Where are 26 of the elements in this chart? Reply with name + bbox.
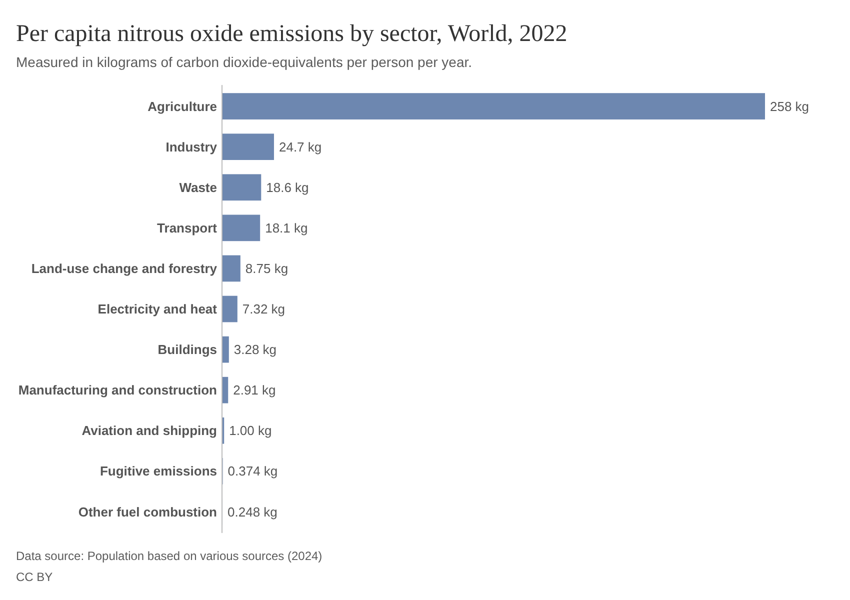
data-label: 8.75 kg [245, 261, 288, 276]
data-label: 18.1 kg [265, 220, 308, 236]
data-label: 0.248 kg [228, 504, 278, 520]
data-label: 2.91 kg [233, 382, 276, 398]
data-label: 18.6 kg [266, 180, 309, 195]
chart-subtitle: Measured in kilograms of carbon dioxide-equivalents per person per year. [16, 54, 472, 70]
chart-title: Per capita nitrous oxide emissions by sector, World, 2022 [16, 21, 568, 47]
y-tick-label: Agriculture [148, 98, 217, 114]
data-label: 3.28 kg [234, 342, 277, 358]
data-label: 1.00 kg [229, 423, 272, 438]
data-label: 7.32 kg [242, 302, 286, 317]
y-tick-label: Fugitive emissions [100, 464, 217, 479]
y-tick-label: Transport [157, 220, 218, 236]
y-tick-label: Manufacturing and construction [18, 382, 218, 398]
text: CC BY [16, 570, 53, 584]
data-label: 24.7 kg [278, 139, 322, 154]
data-label: 0.374 kg [228, 464, 278, 479]
source-note: Data source: Population based on various sources (2024) [16, 549, 322, 563]
y-tick-label: Aviation and shipping [82, 423, 218, 438]
y-tick-label: Land-use change and forestry [31, 261, 218, 276]
y-tick-label: Other fuel combustion [78, 504, 218, 520]
y-tick-label: Electricity and heat [98, 302, 218, 317]
y-tick-label: Industry [166, 139, 218, 154]
y-tick-label: Buildings [158, 342, 217, 358]
data-label: 258 kg [770, 98, 810, 114]
y-tick-label: Waste [179, 180, 217, 195]
